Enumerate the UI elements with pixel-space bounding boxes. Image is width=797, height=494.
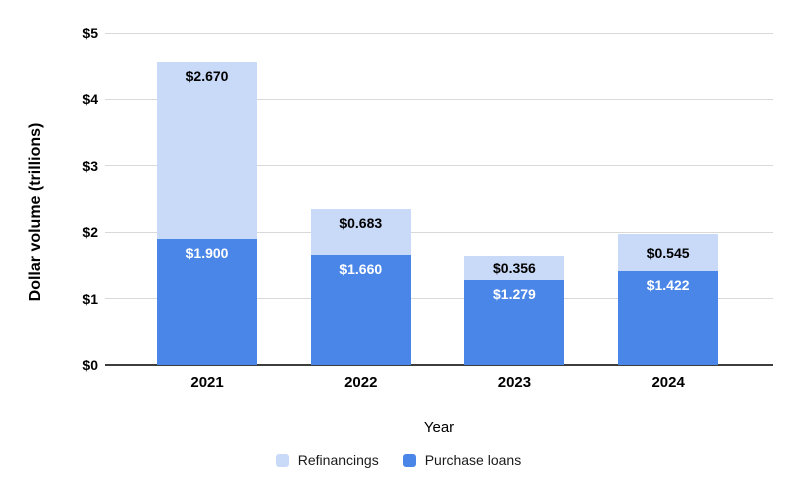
y-axis-tick-label: $4 [82, 91, 98, 108]
legend-label: Refinancings [297, 452, 379, 468]
bar-segment-2024-purchase-loans: $1.422 [618, 270, 719, 365]
plot-area: $1.900 $2.670 $1.660 $0.683 $1.279 $0.356 $1.4… [105, 32, 773, 366]
y-axis-tick-label: $1 [82, 290, 98, 307]
x-axis-tick-label: 2024 [651, 374, 685, 391]
bar-value-label: $1.422 [646, 276, 690, 293]
legend-swatch-refinancings [275, 453, 289, 467]
bar-value-label: $1.279 [493, 286, 536, 303]
bar-value-label: $2.670 [185, 67, 229, 84]
legend-item-purchase-loans: Purchase loans [402, 452, 522, 468]
bar-segment-2022-refinancings: $0.683 [310, 209, 411, 255]
gridline [105, 165, 773, 167]
bar-segment-2023-refinancings: $0.356 [464, 256, 565, 281]
y-axis-tick-label: $3 [82, 157, 98, 174]
x-axis-tick-label: 2021 [190, 374, 224, 391]
bar-value-label: $1.660 [339, 260, 383, 277]
gridline [105, 298, 773, 300]
legend: Refinancings Purchase loans [0, 452, 797, 468]
bar-segment-2024-refinancings: $0.545 [618, 234, 719, 271]
bar-segment-2023-purchase-loans: $1.279 [464, 280, 565, 365]
bar-segment-2022-purchase-loans: $1.660 [310, 254, 411, 365]
gridline [105, 98, 773, 100]
bar-value-label: $0.356 [493, 260, 536, 277]
gridline [105, 231, 773, 233]
legend-swatch-purchase-loans [402, 453, 416, 467]
legend-item-refinancings: Refinancings [275, 452, 379, 468]
x-axis-tick-label: 2023 [497, 374, 532, 391]
bar-value-label: $0.683 [339, 215, 383, 232]
y-axis-tick-label: $2 [82, 224, 98, 241]
bar-segment-2021-refinancings: $2.670 [157, 61, 258, 239]
x-axis-tick-label: 2022 [344, 374, 378, 391]
y-axis-tick-label: $5 [82, 25, 98, 41]
bar-value-label: $0.545 [646, 244, 690, 261]
x-axis-line [105, 364, 773, 366]
bar-value-label: $1.900 [185, 244, 229, 261]
legend-label: Purchase loans [424, 452, 522, 468]
x-axis-title: Year [423, 419, 455, 436]
gridline [105, 32, 773, 34]
y-axis-tick-label: $0 [82, 357, 98, 373]
bar-segment-2021-purchase-loans: $1.900 [157, 238, 258, 365]
y-axis-title: Dollar volume (trillions) [27, 122, 44, 302]
